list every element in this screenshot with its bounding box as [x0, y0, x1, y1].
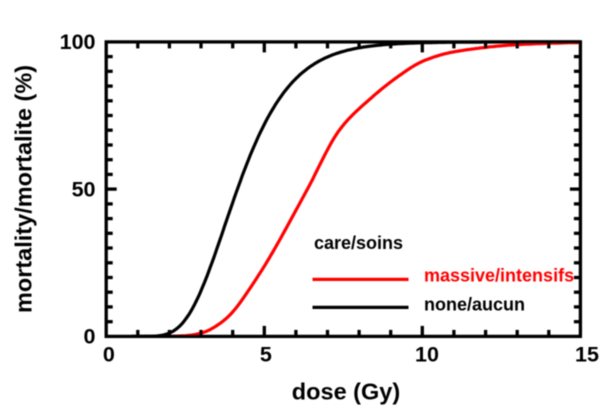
svg-text:50: 50 [72, 178, 96, 202]
svg-text:5: 5 [260, 343, 272, 367]
svg-text:none/aucun: none/aucun [424, 295, 525, 315]
svg-text:massive/intensifs: massive/intensifs [424, 266, 574, 286]
svg-text:dose (Gy): dose (Gy) [292, 379, 400, 405]
svg-text:0: 0 [103, 343, 115, 367]
svg-text:care/soins: care/soins [314, 233, 403, 253]
svg-text:0: 0 [84, 325, 96, 349]
svg-text:10: 10 [415, 343, 439, 367]
svg-text:100: 100 [60, 30, 96, 54]
svg-text:15: 15 [575, 343, 599, 367]
svg-text:mortality/mortalite (%): mortality/mortalite (%) [11, 65, 37, 313]
